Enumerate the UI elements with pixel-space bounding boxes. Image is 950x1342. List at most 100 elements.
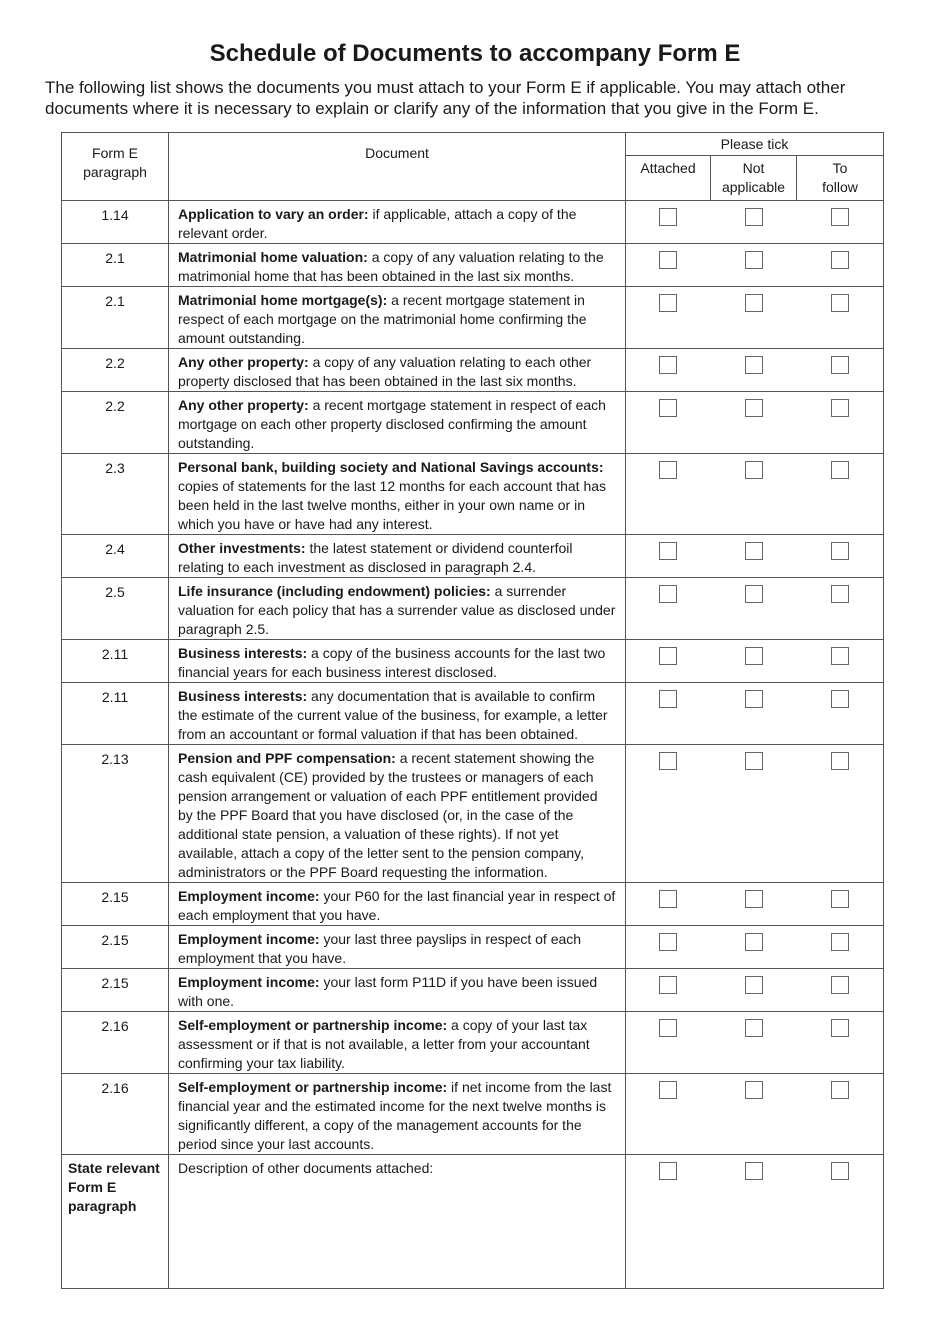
- document-description: Matrimonial home valuation: a copy of an…: [168, 243, 626, 287]
- table-row: 2.2 Any other property: a recent mortgag…: [61, 391, 885, 454]
- document-description: Employment income: your P60 for the last…: [168, 882, 626, 926]
- table-row: 2.4 Other investments: the latest statem…: [61, 534, 885, 578]
- paragraph-number: 2.16: [61, 1073, 169, 1155]
- not-applicable-checkbox[interactable]: [744, 294, 763, 312]
- attached-checkbox[interactable]: [659, 976, 678, 994]
- paragraph-number: 2.11: [61, 639, 169, 683]
- document-detail: your last three payslips in respect of e…: [178, 931, 582, 966]
- document-title: Life insurance (including endowment) pol…: [178, 583, 491, 599]
- attached-checkbox[interactable]: [659, 251, 678, 269]
- not-applicable-checkbox[interactable]: [744, 542, 763, 560]
- paragraph-number: 2.5: [61, 577, 169, 640]
- document-title: Self-employment or partnership income:: [178, 1079, 448, 1095]
- not-applicable-checkbox[interactable]: [744, 933, 763, 951]
- attached-checkbox[interactable]: [659, 1019, 678, 1037]
- not-applicable-checkbox[interactable]: [744, 585, 763, 603]
- document-title: Employment income:: [178, 974, 320, 990]
- not-applicable-checkbox[interactable]: [744, 1162, 763, 1180]
- attached-checkbox[interactable]: [659, 647, 678, 665]
- not-applicable-checkbox[interactable]: [744, 976, 763, 994]
- not-applicable-checkbox[interactable]: [744, 251, 763, 269]
- document-title: Other investments:: [178, 540, 306, 556]
- attached-checkbox[interactable]: [659, 890, 678, 908]
- document-detail: a copy of any valuation relating to the …: [178, 249, 604, 284]
- paragraph-number: 2.11: [61, 682, 169, 745]
- table-row: 2.13 Pension and PPF compensation: a rec…: [61, 744, 885, 883]
- document-title: Employment income:: [178, 888, 320, 904]
- document-description: Personal bank, building society and Nati…: [168, 453, 626, 535]
- document-title: Personal bank, building society and Nati…: [178, 459, 604, 475]
- to-follow-checkbox[interactable]: [830, 933, 849, 951]
- paragraph-number: 2.4: [61, 534, 169, 578]
- document-title: Any other property:: [178, 397, 309, 413]
- paragraph-number: 2.16: [61, 1011, 169, 1074]
- table-body: 1.14 Application to vary an order: if ap…: [61, 200, 885, 1155]
- document-title: Employment income:: [178, 931, 320, 947]
- header-please-tick: Please tick: [624, 132, 885, 156]
- to-follow-checkbox[interactable]: [830, 1162, 849, 1180]
- to-follow-checkbox[interactable]: [830, 356, 849, 374]
- table-row: 2.11 Business interests: any documentati…: [61, 682, 885, 745]
- table-row: 2.15 Employment income: your last form P…: [61, 968, 885, 1012]
- attached-checkbox[interactable]: [659, 208, 678, 226]
- to-follow-checkbox[interactable]: [830, 1019, 849, 1037]
- to-follow-checkbox[interactable]: [830, 542, 849, 560]
- attached-checkbox[interactable]: [659, 752, 678, 770]
- document-title: Matrimonial home valuation:: [178, 249, 368, 265]
- to-follow-checkbox[interactable]: [830, 647, 849, 665]
- document-detail: a recent mortgage statement in respect o…: [178, 292, 587, 346]
- document-detail: your P60 for the last financial year in …: [178, 888, 616, 923]
- not-applicable-checkbox[interactable]: [744, 461, 763, 479]
- attached-checkbox[interactable]: [659, 399, 678, 417]
- not-applicable-checkbox[interactable]: [744, 690, 763, 708]
- header-attached: Attached: [625, 155, 711, 201]
- attached-checkbox[interactable]: [659, 542, 678, 560]
- attached-checkbox[interactable]: [659, 933, 678, 951]
- to-follow-checkbox[interactable]: [830, 208, 849, 226]
- paragraph-number: 2.2: [61, 391, 169, 454]
- other-documents-description-input[interactable]: Description of other documents attached:: [168, 1154, 626, 1289]
- table-row: 2.11 Business interests: a copy of the b…: [61, 639, 885, 683]
- document-title: Application to vary an order:: [178, 206, 369, 222]
- attached-checkbox[interactable]: [659, 1162, 678, 1180]
- documents-table: Form E paragraph Document Please tick At…: [61, 132, 885, 1289]
- not-applicable-checkbox[interactable]: [744, 208, 763, 226]
- not-applicable-checkbox[interactable]: [744, 647, 763, 665]
- table-row: 2.1 Matrimonial home mortgage(s): a rece…: [61, 286, 885, 349]
- to-follow-checkbox[interactable]: [830, 251, 849, 269]
- attached-checkbox[interactable]: [659, 690, 678, 708]
- to-follow-checkbox[interactable]: [830, 890, 849, 908]
- to-follow-checkbox[interactable]: [830, 976, 849, 994]
- document-description: Self-employment or partnership income: a…: [168, 1011, 626, 1074]
- not-applicable-checkbox[interactable]: [744, 1081, 763, 1099]
- state-paragraph-input[interactable]: State relevant Form E paragraph: [61, 1154, 169, 1289]
- attached-checkbox[interactable]: [659, 1081, 678, 1099]
- document-description: Any other property: a copy of any valuat…: [168, 348, 626, 392]
- paragraph-number: 2.13: [61, 744, 169, 883]
- to-follow-checkbox[interactable]: [830, 461, 849, 479]
- paragraph-number: 1.14: [61, 200, 169, 244]
- to-follow-checkbox[interactable]: [830, 752, 849, 770]
- not-applicable-checkbox[interactable]: [744, 1019, 763, 1037]
- not-applicable-checkbox[interactable]: [744, 752, 763, 770]
- document-detail: the latest statement or dividend counter…: [178, 540, 573, 575]
- table-row: 2.1 Matrimonial home valuation: a copy o…: [61, 243, 885, 287]
- not-applicable-checkbox[interactable]: [744, 356, 763, 374]
- table-row: 2.3 Personal bank, building society and …: [61, 453, 885, 535]
- to-follow-checkbox[interactable]: [830, 1081, 849, 1099]
- not-applicable-checkbox[interactable]: [744, 399, 763, 417]
- document-description: Any other property: a recent mortgage st…: [168, 391, 626, 454]
- to-follow-checkbox[interactable]: [830, 690, 849, 708]
- to-follow-checkbox[interactable]: [830, 585, 849, 603]
- to-follow-checkbox[interactable]: [830, 294, 849, 312]
- not-applicable-checkbox[interactable]: [744, 890, 763, 908]
- table-row-other-documents: State relevant Form E paragraph Descript…: [61, 1154, 885, 1289]
- header-paragraph: Form E paragraph: [61, 132, 169, 201]
- to-follow-checkbox[interactable]: [830, 399, 849, 417]
- attached-checkbox[interactable]: [659, 585, 678, 603]
- document-title: Matrimonial home mortgage(s):: [178, 292, 388, 308]
- attached-checkbox[interactable]: [659, 294, 678, 312]
- attached-checkbox[interactable]: [659, 356, 678, 374]
- document-detail: if net income from the last financial ye…: [178, 1079, 612, 1152]
- attached-checkbox[interactable]: [659, 461, 678, 479]
